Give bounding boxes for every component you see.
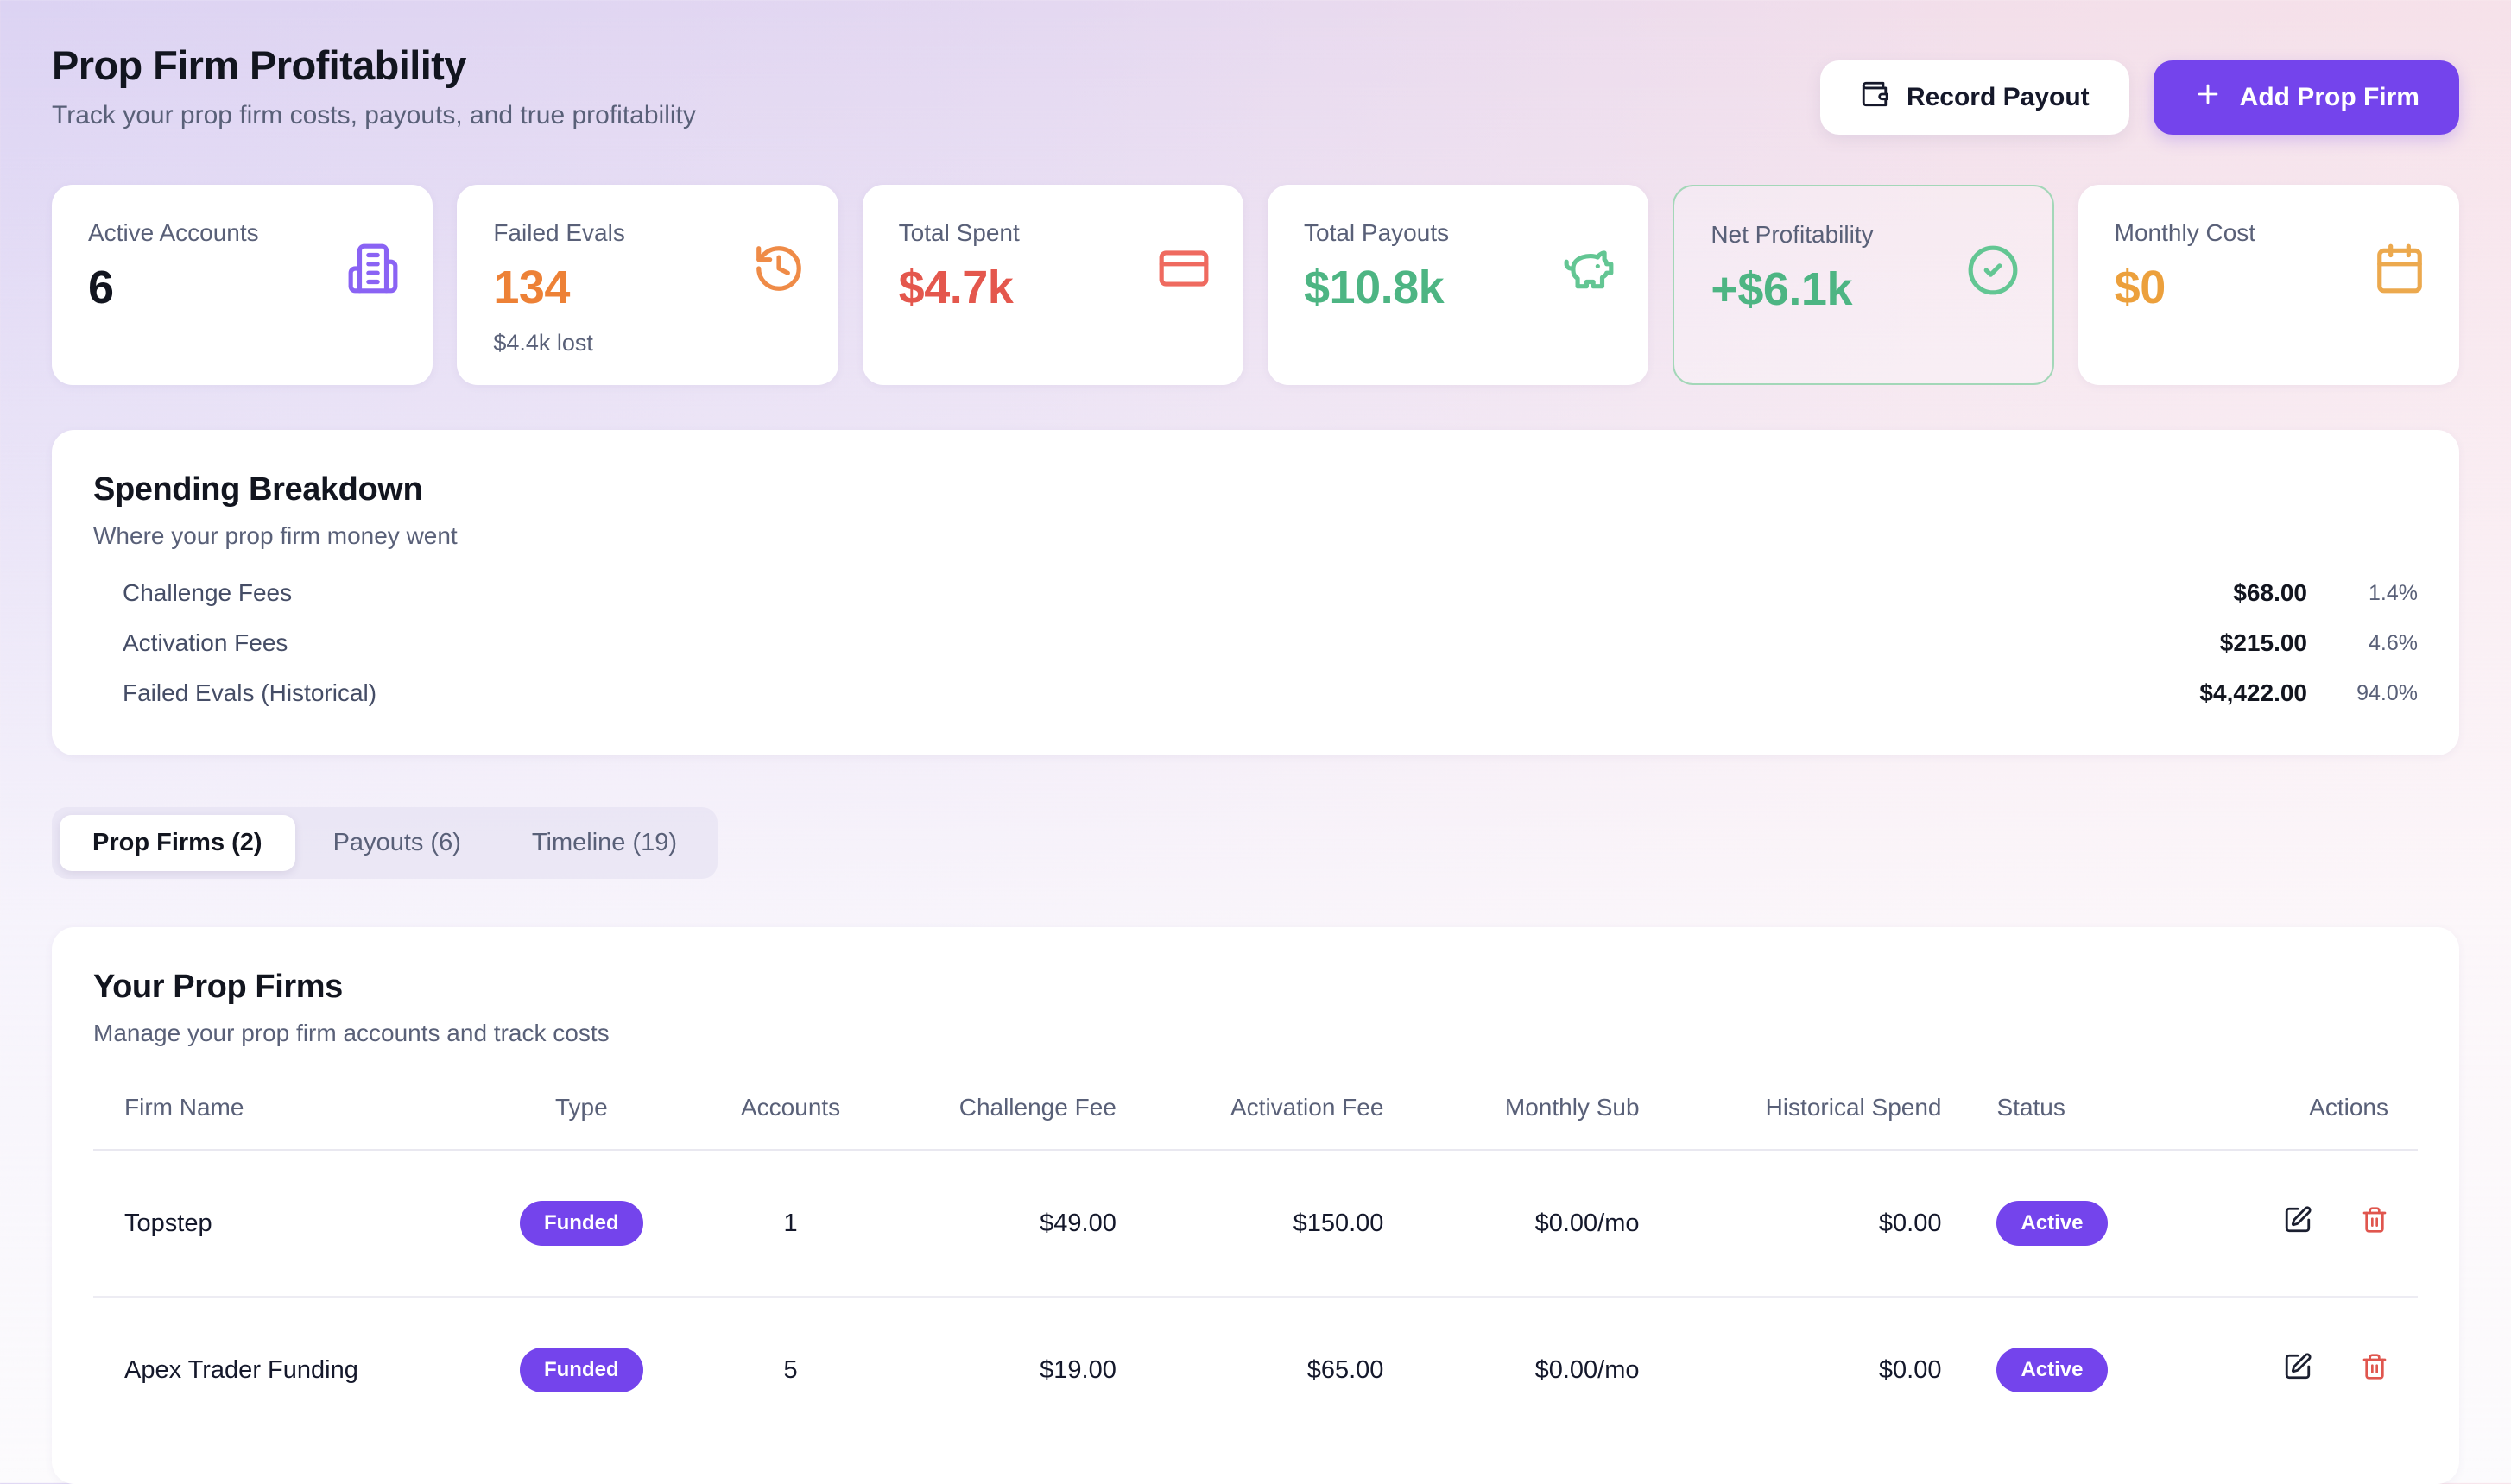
- breakdown-percent: 94.0%: [2356, 680, 2418, 705]
- stat-value: $10.8k: [1304, 262, 1445, 313]
- stat-label: Monthly Cost: [2114, 219, 2256, 246]
- prop-firms-subtitle: Manage your prop firm accounts and track…: [93, 1020, 610, 1046]
- breakdown-label: Challenge Fees: [123, 579, 293, 606]
- stat-subtext: $4.4k lost: [493, 330, 593, 356]
- add-prop-firm-label: Add Prop Firm: [2239, 83, 2419, 111]
- header-actions: Record Payout Add Prop Firm: [1819, 60, 2459, 135]
- trash-icon: [2361, 1354, 2388, 1383]
- table-header-row: Firm Name Type Accounts Challenge Fee Ac…: [93, 1094, 2418, 1151]
- edit-button[interactable]: [2283, 1352, 2312, 1381]
- firm-name: Apex Trader Funding: [124, 1355, 358, 1384]
- breakdown-label: Failed Evals (Historical): [123, 679, 377, 706]
- breakdown-row-failed-evals: Failed Evals (Historical) $4,422.00 94.0…: [93, 679, 2418, 707]
- stat-label: Failed Evals: [493, 219, 625, 246]
- breakdown-label: Activation Fees: [123, 629, 288, 656]
- stat-card-failed-evals: Failed Evals 134 $4.4k lost: [457, 185, 838, 385]
- tab-payouts[interactable]: Payouts (6): [300, 815, 494, 871]
- challenge-fee: $49.00: [883, 1150, 1151, 1298]
- monthly-sub: $0.00/mo: [1534, 1355, 1640, 1384]
- prop-firms-table: Firm Name Type Accounts Challenge Fee Ac…: [93, 1094, 2418, 1443]
- status-badge: Active: [1996, 1201, 2108, 1246]
- breakdown-row-challenge-fees: Challenge Fees $68.00 1.4%: [93, 579, 2418, 607]
- stat-value: 6: [88, 262, 114, 313]
- record-payout-label: Record Payout: [1906, 83, 2090, 111]
- breakdown-percent: 1.4%: [2369, 580, 2418, 605]
- building-icon: [346, 242, 400, 385]
- column-header-type: Type: [465, 1094, 698, 1151]
- stat-card-net-profitability: Net Profitability +$6.1k: [1673, 185, 2054, 385]
- column-header-historical-spend: Historical Spend: [1673, 1094, 1977, 1151]
- stat-value: +$6.1k: [1711, 263, 1852, 315]
- record-payout-button[interactable]: Record Payout: [1819, 60, 2129, 135]
- edit-pencil-icon: [2283, 1353, 2312, 1384]
- stat-value: $4.7k: [898, 262, 1014, 313]
- stats-row: Active Accounts 6 Failed Evals 134 $4.4k…: [52, 185, 2459, 385]
- breakdown-amount: $215.00: [2219, 629, 2307, 656]
- column-header-status: Status: [1976, 1094, 2198, 1151]
- column-header-activation-fee: Activation Fee: [1150, 1094, 1419, 1151]
- page-subtitle: Track your prop firm costs, payouts, and…: [52, 101, 696, 129]
- column-header-challenge-fee: Challenge Fee: [883, 1094, 1151, 1151]
- tab-list: Prop Firms (2) Payouts (6) Timeline (19): [52, 807, 718, 879]
- tab-prop-firms[interactable]: Prop Firms (2): [60, 815, 295, 871]
- stat-label: Active Accounts: [88, 219, 259, 246]
- table-row-topstep: Topstep Funded 1 $49.00 $150.00 $0.00/mo…: [93, 1150, 2418, 1298]
- circle-check-icon: [1966, 243, 2020, 383]
- activation-fee: $150.00: [1150, 1150, 1419, 1298]
- page-title: Prop Firm Profitability: [52, 42, 466, 88]
- column-header-monthly-sub: Monthly Sub: [1418, 1094, 1674, 1151]
- page-header: Prop Firm Profitability Track your prop …: [52, 41, 2459, 135]
- trash-icon: [2361, 1207, 2388, 1236]
- accounts-count: 1: [697, 1150, 884, 1298]
- stat-label: Total Spent: [898, 219, 1020, 246]
- page-titles: Prop Firm Profitability Track your prop …: [52, 41, 696, 130]
- stat-value: 134: [493, 262, 570, 313]
- stat-card-total-spent: Total Spent $4.7k: [862, 185, 1243, 385]
- table-row-apex-trader-funding: Apex Trader Funding Funded 5 $19.00 $65.…: [93, 1297, 2418, 1443]
- breakdown-amount: $4,422.00: [2199, 679, 2307, 706]
- spending-breakdown-title: Spending Breakdown: [93, 471, 423, 508]
- edit-button[interactable]: [2283, 1205, 2312, 1235]
- historical-spend: $0.00: [1673, 1150, 1977, 1298]
- calendar-icon: [2373, 242, 2426, 385]
- edit-pencil-icon: [2283, 1206, 2312, 1237]
- stat-card-total-payouts: Total Payouts $10.8k: [1268, 185, 1649, 385]
- wallet-icon: [1860, 79, 1889, 116]
- stat-card-monthly-cost: Monthly Cost $0: [2078, 185, 2459, 385]
- breakdown-row-activation-fees: Activation Fees $215.00 4.6%: [93, 629, 2418, 657]
- monthly-sub: $0.00/mo: [1418, 1150, 1674, 1298]
- accounts-count: 5: [783, 1355, 798, 1384]
- column-header-actions: Actions: [2197, 1094, 2418, 1151]
- spending-breakdown-rows: Challenge Fees $68.00 1.4% Activation Fe…: [93, 579, 2418, 707]
- historical-spend: $0.00: [1878, 1355, 1942, 1384]
- challenge-fee: $19.00: [1040, 1355, 1116, 1384]
- prop-firms-card: Your Prop Firms Manage your prop firm ac…: [52, 927, 2459, 1484]
- breakdown-amount: $68.00: [2233, 579, 2307, 606]
- firm-name: Topstep: [93, 1150, 465, 1298]
- stat-label: Total Payouts: [1304, 219, 1450, 246]
- stat-value: $0: [2114, 262, 2166, 313]
- column-header-accounts: Accounts: [697, 1094, 884, 1151]
- add-prop-firm-button[interactable]: Add Prop Firm: [2153, 60, 2459, 135]
- spending-breakdown-card: Spending Breakdown Where your prop firm …: [52, 430, 2459, 755]
- prop-firms-title: Your Prop Firms: [93, 969, 343, 1005]
- spending-breakdown-subtitle: Where your prop firm money went: [93, 522, 458, 549]
- status-badge: Active: [1996, 1348, 2108, 1392]
- type-badge: Funded: [519, 1201, 643, 1246]
- delete-button[interactable]: [2361, 1353, 2388, 1380]
- piggy-bank-icon: [1562, 242, 1616, 385]
- activation-fee: $65.00: [1306, 1355, 1384, 1384]
- column-header-firm-name: Firm Name: [93, 1094, 465, 1151]
- type-badge: Funded: [519, 1348, 643, 1392]
- breakdown-percent: 4.6%: [2369, 630, 2418, 655]
- history-icon: [752, 242, 806, 385]
- plus-icon: [2193, 79, 2223, 116]
- stat-card-active-accounts: Active Accounts 6: [52, 185, 433, 385]
- credit-card-icon: [1157, 242, 1211, 385]
- delete-button[interactable]: [2361, 1206, 2388, 1234]
- tab-timeline[interactable]: Timeline (19): [499, 815, 710, 871]
- stat-label: Net Profitability: [1711, 221, 1874, 248]
